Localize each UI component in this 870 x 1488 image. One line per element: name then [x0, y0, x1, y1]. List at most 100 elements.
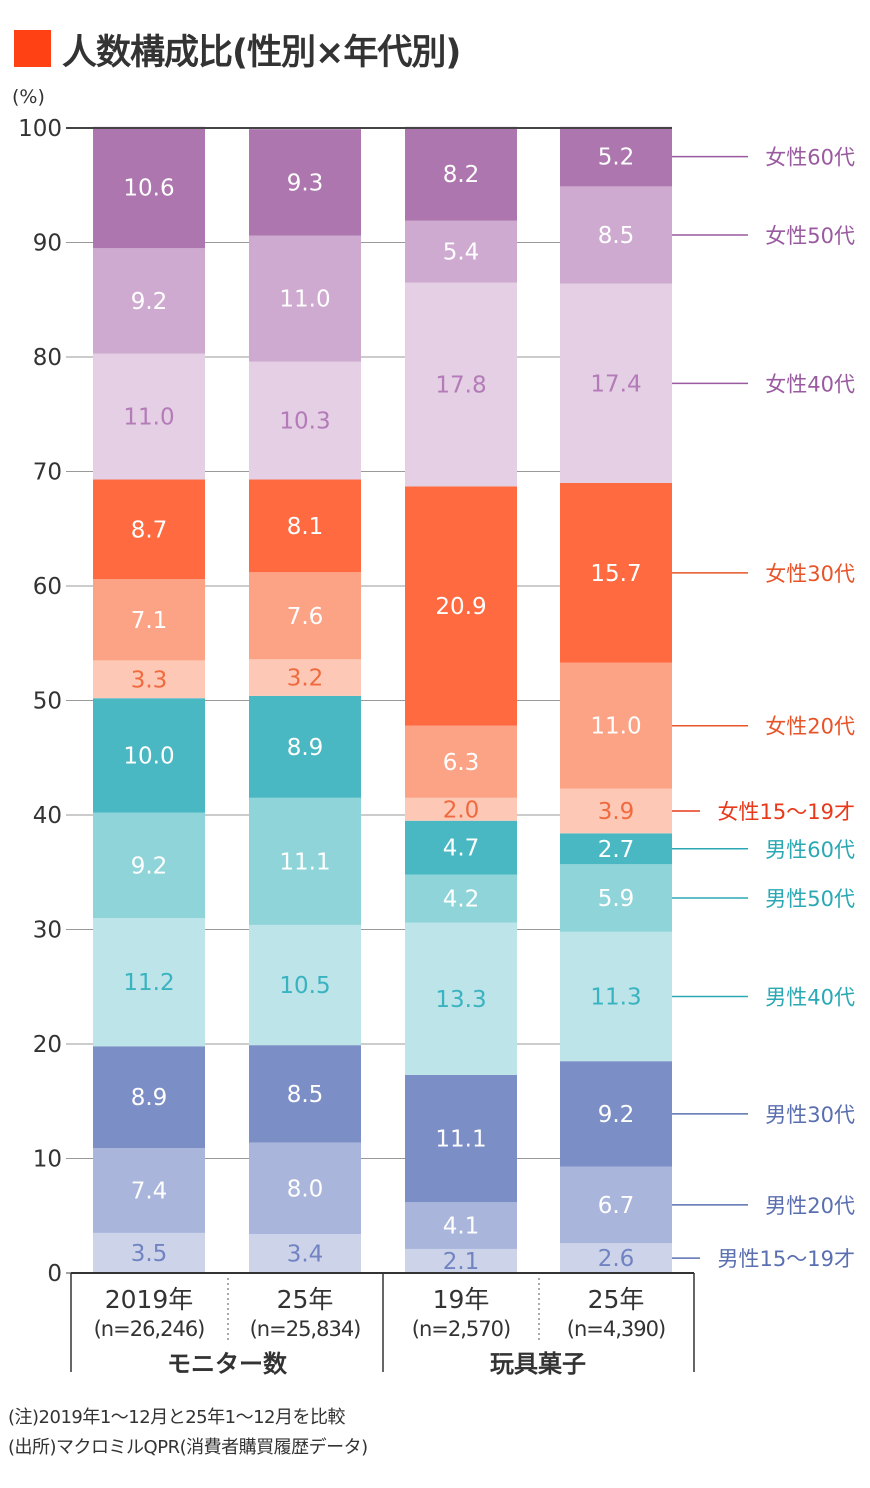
bar-segment: [249, 695, 361, 798]
bar-segment: [560, 788, 672, 834]
y-tick-label: 20: [33, 1032, 62, 1058]
data-label: 4.1: [443, 1213, 480, 1239]
bar-segment: [93, 479, 205, 580]
data-label: 2.7: [598, 837, 635, 863]
data-label: 2.1: [443, 1249, 480, 1275]
bar-segment: [93, 353, 205, 480]
legend-label: 女性15〜19才: [718, 800, 855, 824]
legend-label: 女性30代: [765, 562, 855, 586]
data-label: 9.2: [131, 289, 168, 315]
legend-label: 男性50代: [765, 887, 855, 911]
data-label: 4.7: [443, 836, 480, 862]
data-label: 5.2: [598, 145, 635, 171]
bar-segment: [405, 220, 517, 283]
legend-label: 女性20代: [765, 715, 855, 739]
data-label: 4.2: [443, 887, 480, 913]
data-label: 9.3: [287, 170, 324, 196]
bar-segment: [560, 1166, 672, 1244]
x-tick-label: 19年: [433, 1285, 490, 1314]
bar-segment: [249, 479, 361, 573]
data-label: 8.5: [598, 223, 635, 249]
data-label: 3.3: [131, 667, 168, 693]
data-label: 11.3: [590, 984, 641, 1010]
bar-segment: [93, 918, 205, 1047]
bar-segment: [93, 126, 205, 249]
bar-segment: [405, 486, 517, 726]
data-label: 7.1: [131, 608, 168, 634]
data-label: 2.0: [443, 797, 480, 823]
bar-segment: [93, 660, 205, 699]
source: (出所)マクロミルQPR(消費者購買履歴データ): [8, 1437, 368, 1458]
y-tick-label: 10: [33, 1147, 62, 1173]
data-label: 10.5: [279, 973, 330, 999]
data-label: 11.0: [590, 714, 641, 740]
data-label: 5.4: [443, 240, 480, 266]
data-label: 17.4: [590, 371, 641, 397]
y-tick-label: 30: [33, 918, 62, 944]
data-label: 3.5: [131, 1241, 168, 1267]
bar-segment: [249, 797, 361, 925]
data-label: 11.1: [435, 1126, 486, 1152]
data-label: 8.2: [443, 162, 480, 188]
sample-size-label: (n=2,570): [412, 1317, 510, 1341]
data-label: 7.6: [287, 604, 324, 630]
bar-segment: [93, 1148, 205, 1233]
sample-size-label: (n=26,246): [94, 1317, 205, 1341]
bar-segment: [93, 248, 205, 354]
legend-label: 女性50代: [765, 224, 855, 248]
data-label: 8.9: [131, 1085, 168, 1111]
legend-label: 男性60代: [765, 838, 855, 862]
bar-segment: [405, 820, 517, 875]
data-label: 9.2: [598, 1102, 635, 1128]
data-label: 6.7: [598, 1193, 635, 1219]
bar-segment: [249, 1142, 361, 1235]
y-axis-unit: (%): [12, 86, 45, 108]
x-tick-label: 25年: [277, 1285, 334, 1314]
bar-segment: [249, 572, 361, 660]
bar-segment: [560, 662, 672, 789]
data-label: 8.5: [287, 1082, 324, 1108]
data-label: 8.1: [287, 514, 324, 540]
bar-segment: [560, 931, 672, 1062]
bar-segment: [405, 282, 517, 487]
bar-segment: [249, 659, 361, 696]
y-tick-label: 80: [33, 345, 62, 371]
y-tick-label: 60: [33, 574, 62, 600]
data-label: 6.3: [443, 750, 480, 776]
chart-title: 人数構成比(性別×年代別): [62, 33, 461, 73]
bar-segment: [560, 1243, 672, 1273]
bar-segment: [93, 1232, 205, 1273]
data-label: 7.4: [131, 1179, 168, 1205]
bar-segment: [405, 725, 517, 798]
bar-segment: [405, 1248, 517, 1273]
y-tick-label: 40: [33, 803, 62, 829]
bar-segment: [249, 1045, 361, 1143]
y-tick-label: 50: [33, 689, 62, 715]
data-label: 11.1: [279, 849, 330, 875]
y-tick-label: 0: [47, 1261, 62, 1287]
data-label: 5.9: [598, 886, 635, 912]
bar-segment: [249, 235, 361, 362]
data-label: 13.3: [435, 987, 486, 1013]
bar-segment: [560, 186, 672, 284]
group-label: モニター数: [167, 1350, 288, 1378]
bar-segment: [249, 129, 361, 236]
data-label: 20.9: [435, 594, 486, 620]
data-label: 11.0: [279, 287, 330, 313]
legend-label: 男性20代: [765, 1194, 855, 1218]
note: (注)2019年1〜12月と25年1〜12月を比較: [8, 1407, 345, 1428]
bar-segment: [560, 864, 672, 932]
sample-size-label: (n=25,834): [250, 1317, 361, 1341]
data-label: 17.8: [435, 372, 486, 398]
data-label: 15.7: [590, 561, 641, 587]
legend-label: 女性60代: [765, 146, 855, 170]
data-label: 8.0: [287, 1176, 324, 1202]
bar-segment: [93, 812, 205, 919]
legend-label: 男性15〜19才: [718, 1247, 855, 1271]
x-tick-label: 25年: [588, 1285, 645, 1314]
title-marker: [14, 30, 51, 67]
data-label: 3.2: [287, 666, 324, 692]
group-label: 玩具菓子: [490, 1350, 586, 1378]
bar-segment: [405, 1074, 517, 1203]
data-label: 10.0: [123, 743, 174, 769]
